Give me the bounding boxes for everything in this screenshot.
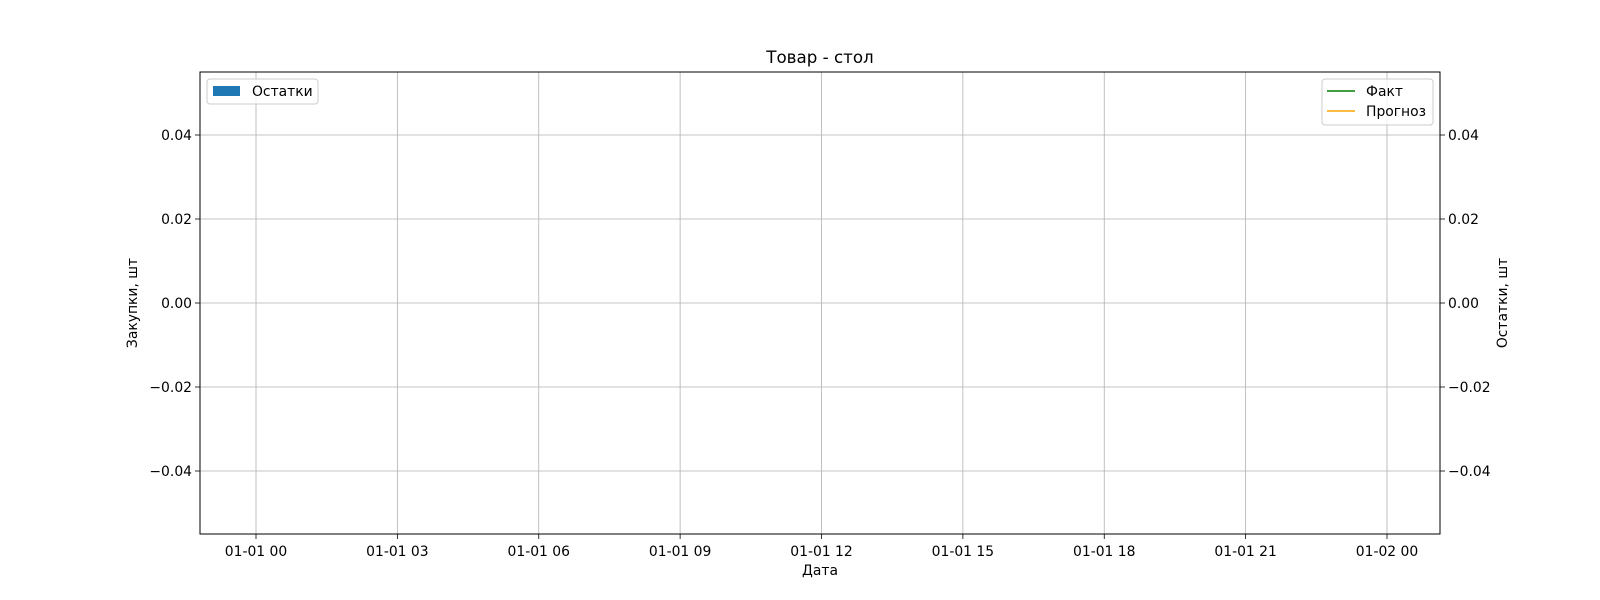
x-tick-label: 01-01 12 (790, 544, 852, 560)
legend-left: Остатки (206, 78, 319, 105)
x-axis-label: Дата (802, 563, 838, 579)
y-tick-label-right: 0.00 (1448, 296, 1479, 312)
y-axis-left: 0.04 0.02 0.00 −0.02 −0.04 (149, 128, 200, 480)
y-tick-label-right: −0.04 (1448, 464, 1491, 480)
y-tick-label-left: 0.04 (161, 128, 192, 144)
x-tick-label: 01-01 00 (225, 544, 287, 560)
y-axis-right: 0.04 0.02 0.00 −0.02 −0.04 (1440, 128, 1491, 480)
legend-label-ostatki: Остатки (252, 84, 313, 100)
x-tick-label: 01-01 09 (649, 544, 711, 560)
x-tick-label: 01-02 00 (1356, 544, 1418, 560)
y-tick-label-right: 0.02 (1448, 212, 1479, 228)
y-tick-label-left: −0.02 (149, 380, 192, 396)
x-tick-label: 01-01 15 (932, 544, 994, 560)
y-axis-label-right: Остатки, шт (1495, 258, 1511, 348)
y-tick-label-right: 0.04 (1448, 128, 1479, 144)
y-tick-label-right: −0.02 (1448, 380, 1491, 396)
y-tick-label-left: −0.04 (149, 464, 192, 480)
grid (200, 72, 1440, 534)
x-axis: 01-01 00 01-01 03 01-01 06 01-01 09 01-01 12… (225, 534, 1418, 560)
legend-right: Факт Прогноз (1321, 78, 1434, 126)
legend-swatch-ostatki (213, 86, 240, 96)
legend-label-fakt: Факт (1366, 84, 1403, 100)
x-tick-label: 01-01 18 (1073, 544, 1135, 560)
y-axis-label-left: Закупки, шт (125, 258, 141, 348)
legend-label-prognoz: Прогноз (1366, 104, 1426, 120)
x-tick-label: 01-01 03 (366, 544, 428, 560)
chart-title: Товар - стол (765, 47, 873, 67)
x-tick-label: 01-01 06 (508, 544, 570, 560)
legend-left-frame (206, 78, 319, 105)
y-tick-label-left: 0.02 (161, 212, 192, 228)
y-tick-label-left: 0.00 (161, 296, 192, 312)
x-tick-label: 01-01 21 (1214, 544, 1276, 560)
